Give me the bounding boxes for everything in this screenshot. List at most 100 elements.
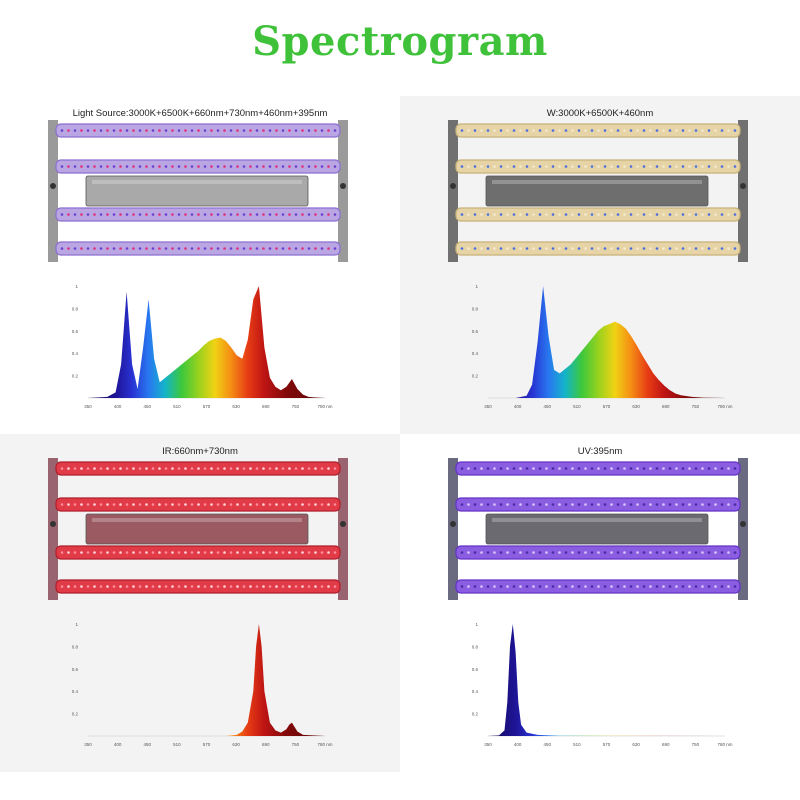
led-dot: [590, 247, 594, 250]
led-dot: [236, 247, 239, 250]
led-dot: [519, 585, 522, 588]
led-dot: [688, 247, 691, 250]
led-dot: [236, 503, 239, 506]
led-dot: [197, 503, 200, 506]
led-dot: [493, 165, 496, 168]
led-dot: [571, 129, 574, 132]
led-dot: [210, 129, 213, 132]
led-dot: [320, 165, 324, 168]
led-dot: [506, 585, 509, 588]
led-dot: [60, 247, 64, 250]
led-dot: [177, 503, 181, 506]
led-dot: [229, 585, 233, 588]
led-dot: [551, 503, 555, 506]
led-dot: [707, 213, 711, 216]
led-dot: [727, 551, 730, 554]
led-dot: [119, 551, 122, 554]
led-dot: [106, 213, 109, 216]
led-dot: [138, 247, 142, 250]
led-dot: [177, 165, 181, 168]
panel-label: UV:395nm: [577, 446, 623, 457]
led-dot: [327, 551, 330, 554]
led-dot: [538, 551, 542, 554]
x-tick-label: 350: [484, 404, 492, 409]
led-dot: [73, 247, 77, 250]
led-dot: [73, 467, 77, 470]
led-dot: [616, 503, 620, 506]
led-dot: [210, 213, 213, 216]
led-dot: [158, 129, 161, 132]
led-dot: [86, 467, 90, 470]
led-dot: [99, 551, 103, 554]
led-dot: [551, 129, 555, 132]
led-dot: [538, 129, 542, 132]
led-dot: [262, 213, 265, 216]
led-dot: [184, 551, 187, 554]
led-dot: [119, 129, 122, 132]
y-tick-label: 0.2: [472, 712, 479, 717]
x-tick-label: 690: [662, 742, 670, 747]
led-dot: [275, 213, 278, 216]
led-dot: [262, 247, 265, 250]
led-dot: [512, 213, 516, 216]
led-dot: [307, 213, 311, 216]
led-dot: [649, 551, 652, 554]
led-dot: [519, 247, 522, 250]
led-dot: [629, 551, 633, 554]
led-dot: [203, 551, 207, 554]
led-dot: [229, 503, 233, 506]
led-dot: [480, 467, 483, 470]
panel-label: IR:660nm+730nm: [162, 446, 238, 457]
led-dot: [288, 129, 291, 132]
led-dot: [473, 247, 477, 250]
x-tick-label: 630: [632, 404, 640, 409]
led-dot: [636, 467, 639, 470]
led-dot: [668, 247, 672, 250]
led-dot: [307, 129, 311, 132]
led-dot: [333, 551, 337, 554]
led-dot: [688, 467, 691, 470]
led-dot: [603, 503, 607, 506]
led-dot: [67, 129, 70, 132]
led-dot: [480, 165, 483, 168]
led-dot: [255, 247, 259, 250]
led-dot: [558, 129, 561, 132]
led-dot: [649, 585, 652, 588]
led-dot: [571, 467, 574, 470]
y-tick-label: 0.4: [472, 351, 479, 356]
y-tick-label: 0.4: [472, 689, 479, 694]
led-dot: [125, 213, 129, 216]
led-dot: [616, 585, 620, 588]
x-tick-label: 450: [543, 404, 551, 409]
led-dot: [727, 247, 730, 250]
led-dot: [590, 467, 594, 470]
led-dot: [60, 585, 64, 588]
led-dot: [333, 467, 337, 470]
led-dot: [301, 585, 304, 588]
led-dot: [694, 585, 698, 588]
led-dot: [190, 551, 194, 554]
led-dot: [532, 503, 535, 506]
led-dot: [106, 247, 109, 250]
led-dot: [184, 213, 187, 216]
led-dot: [210, 503, 213, 506]
led-dot: [294, 165, 298, 168]
led-dot: [571, 503, 574, 506]
led-dot: [268, 247, 272, 250]
led-dot: [197, 129, 200, 132]
led-dot: [86, 503, 90, 506]
x-tick-label: 630: [632, 742, 640, 747]
led-dot: [275, 551, 278, 554]
led-dot: [707, 165, 711, 168]
led-dot: [623, 247, 626, 250]
led-dot: [727, 165, 730, 168]
led-dot: [327, 585, 330, 588]
led-dot: [714, 551, 717, 554]
led-dot: [106, 503, 109, 506]
led-dot: [733, 585, 737, 588]
x-tick-label: 570: [203, 404, 211, 409]
y-tick-label: 0.8: [72, 306, 79, 311]
led-dot: [597, 585, 600, 588]
led-dot: [694, 551, 698, 554]
led-dot: [649, 503, 652, 506]
